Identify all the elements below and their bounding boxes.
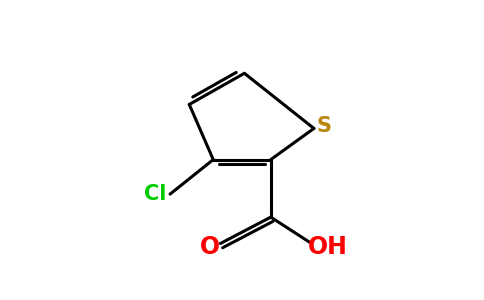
- Text: O: O: [200, 235, 220, 259]
- Text: S: S: [317, 116, 332, 136]
- Text: Cl: Cl: [144, 184, 166, 204]
- Text: OH: OH: [308, 235, 348, 259]
